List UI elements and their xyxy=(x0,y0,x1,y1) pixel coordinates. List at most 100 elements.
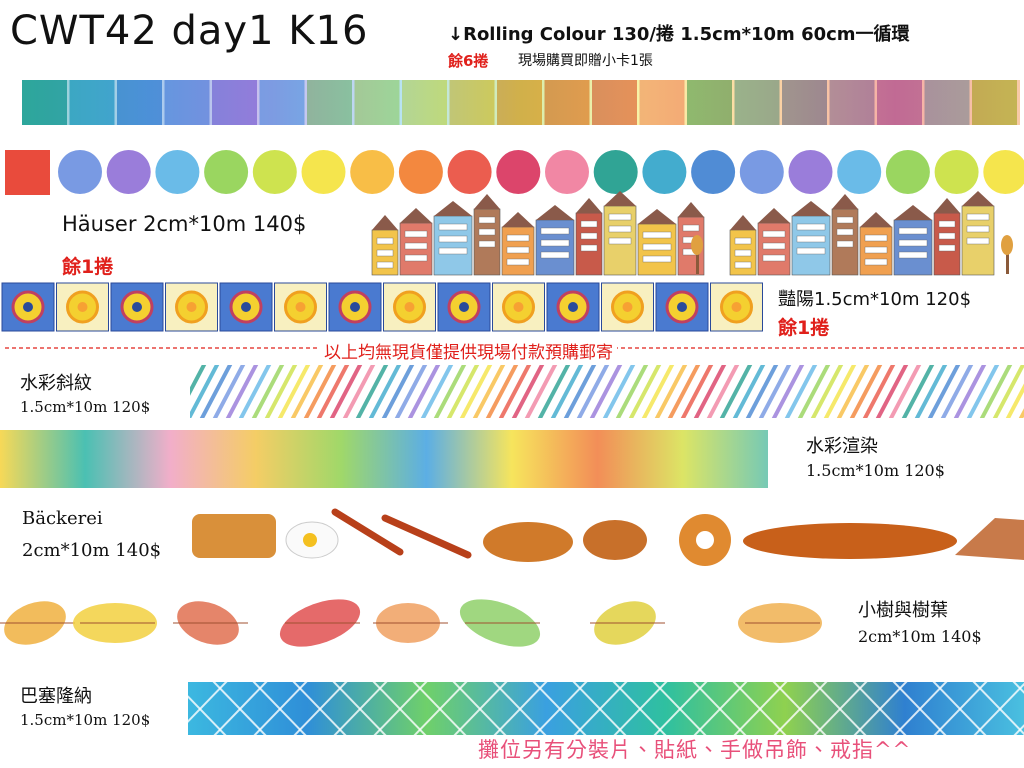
roof xyxy=(894,205,932,220)
window xyxy=(836,240,854,248)
stripe xyxy=(550,365,584,418)
window xyxy=(836,216,854,224)
stripe xyxy=(407,365,441,418)
window xyxy=(608,213,632,221)
tile-center xyxy=(241,302,251,312)
window xyxy=(864,258,888,266)
tape-dot xyxy=(496,150,541,194)
tile-center xyxy=(677,302,687,312)
roof xyxy=(832,194,858,209)
stock: 餘6捲 xyxy=(448,52,489,70)
tape-dot xyxy=(58,150,102,194)
roof xyxy=(604,191,636,206)
window xyxy=(438,223,468,231)
product-spec: 2cm*10m 140$ xyxy=(22,540,162,561)
window xyxy=(404,254,428,262)
window xyxy=(580,244,598,252)
tape-dot xyxy=(934,150,979,194)
stripe xyxy=(927,365,961,418)
notice: 以上均無現貨僅提供現場付款預購郵寄 xyxy=(320,338,617,363)
window xyxy=(966,213,990,221)
window xyxy=(478,216,496,224)
stripe xyxy=(537,365,571,418)
bread xyxy=(331,508,404,556)
stripe xyxy=(190,365,220,418)
product-name: Häuser 2cm*10m 140$ xyxy=(62,212,307,236)
window xyxy=(540,251,570,259)
roof xyxy=(474,194,500,209)
product-spec: 1.5cm*10m 120$ xyxy=(20,711,151,729)
tile-center xyxy=(295,302,306,312)
stripe xyxy=(615,365,649,418)
title: CWT42 day1 K16 xyxy=(10,8,369,54)
product-spec: 1.5cm*10m 120$ xyxy=(806,461,945,480)
window xyxy=(506,246,530,254)
roof xyxy=(962,191,994,206)
lattice-line xyxy=(1012,682,1024,694)
stripe xyxy=(199,365,233,418)
stripe xyxy=(511,365,545,418)
stripe xyxy=(693,365,727,418)
product-name: 水彩斜紋 xyxy=(20,373,92,394)
subtitle: ↓Rolling Colour 130/捲 1.5cm*10m 60cm一循環 xyxy=(448,24,910,45)
stripe xyxy=(706,365,740,418)
stripe xyxy=(459,365,493,418)
window xyxy=(540,239,570,247)
stripe xyxy=(979,365,1013,418)
tape-dot xyxy=(447,150,492,194)
stripe xyxy=(472,365,506,418)
product-name: 巴塞隆納 xyxy=(20,686,92,707)
stock: 餘1捲 xyxy=(778,317,830,339)
stripe xyxy=(888,365,922,418)
window xyxy=(762,254,786,262)
tape-dot xyxy=(837,150,882,194)
roof xyxy=(678,202,704,217)
stripe xyxy=(641,365,675,418)
window xyxy=(864,246,888,254)
window xyxy=(506,258,530,266)
stripe xyxy=(316,365,350,418)
window xyxy=(404,242,428,250)
tile-center xyxy=(731,302,742,312)
window xyxy=(376,249,394,257)
window xyxy=(734,237,752,245)
stripe xyxy=(212,365,246,418)
stripe xyxy=(589,365,623,418)
window xyxy=(796,235,826,243)
window xyxy=(796,223,826,231)
stripe xyxy=(862,365,896,418)
product-name: Bäckerei xyxy=(22,508,103,529)
tape-dot xyxy=(739,150,784,194)
window xyxy=(404,230,428,238)
roof xyxy=(860,212,892,227)
stripe xyxy=(719,365,753,418)
tile-center xyxy=(513,302,524,312)
roof xyxy=(758,208,790,223)
roof xyxy=(400,208,432,223)
stripe xyxy=(771,365,805,418)
tape-dot xyxy=(301,150,346,194)
product-name: 豔陽1.5cm*10m 120$ xyxy=(778,289,972,310)
bread xyxy=(955,518,1024,560)
stripe xyxy=(420,365,454,418)
bonus: 現場購買即贈小卡1張 xyxy=(518,53,653,69)
stripe xyxy=(290,365,324,418)
window xyxy=(438,247,468,255)
tape-dot xyxy=(398,150,443,194)
stripe xyxy=(914,365,948,418)
window xyxy=(580,232,598,240)
bread xyxy=(381,514,472,559)
tile-center xyxy=(568,302,578,312)
tape-square xyxy=(5,150,50,195)
product-spec: 2cm*10m 140$ xyxy=(858,627,982,646)
stripe xyxy=(628,365,662,418)
tape-dot xyxy=(155,150,200,194)
product-name: 小樹與樹葉 xyxy=(858,600,948,621)
tape-dot xyxy=(691,150,736,194)
tape-overlay xyxy=(22,80,1020,125)
stripe xyxy=(485,365,519,418)
tile-center xyxy=(23,302,33,312)
roof xyxy=(576,198,602,213)
